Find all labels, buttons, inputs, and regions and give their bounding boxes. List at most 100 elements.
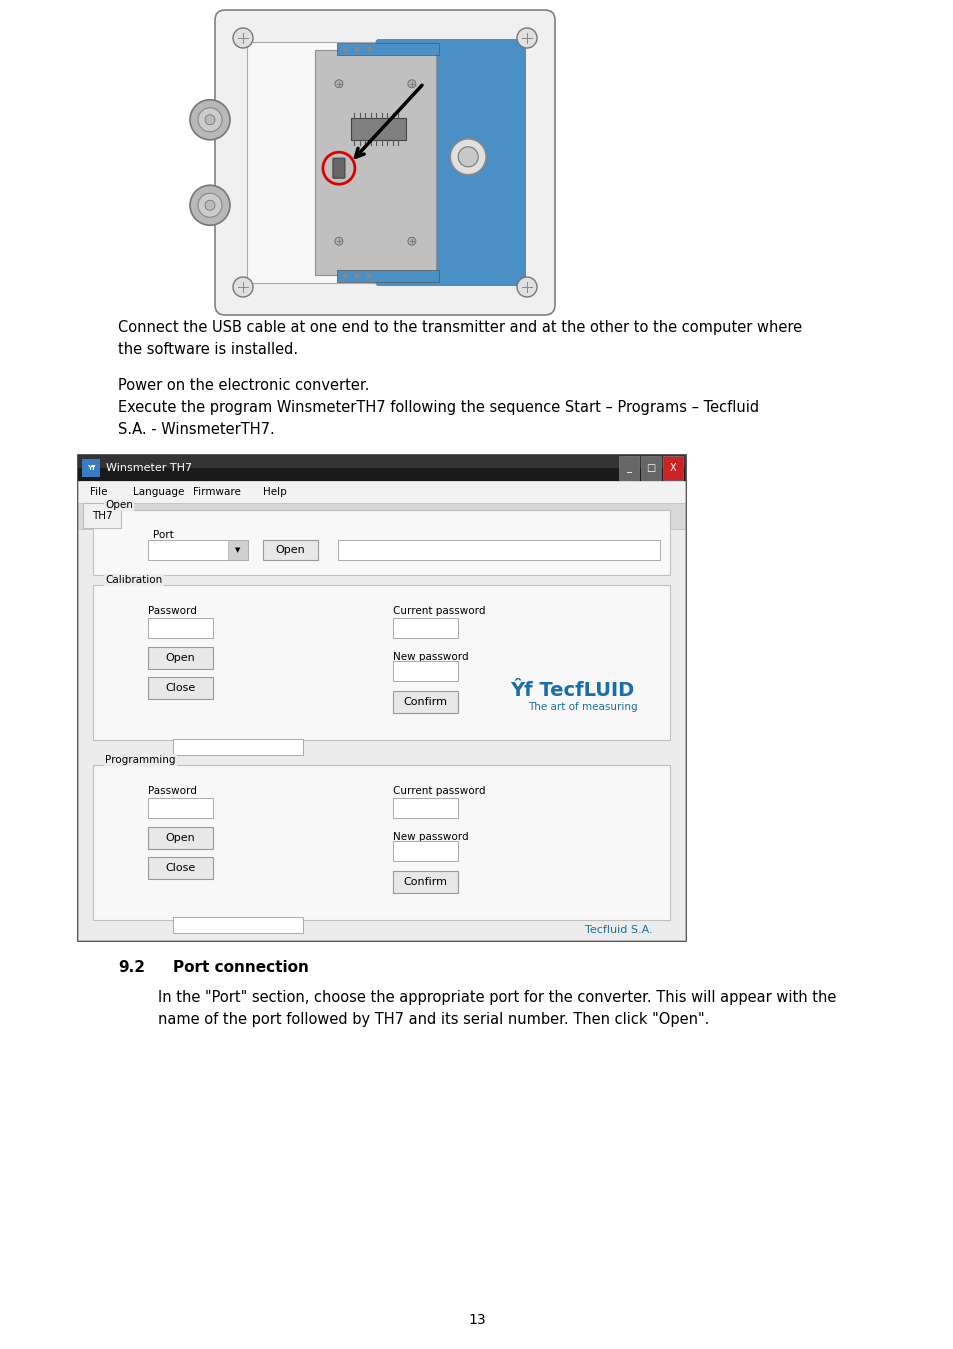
Bar	[393, 840, 457, 861]
Bar	[228, 540, 248, 560]
Text: New password: New password	[393, 832, 468, 842]
Bar	[78, 455, 684, 468]
Text: In the "Port" section, choose the appropriate port for the converter. This will : In the "Port" section, choose the approp…	[158, 990, 836, 1027]
Text: Language: Language	[132, 487, 184, 496]
FancyBboxPatch shape	[333, 158, 345, 178]
Text: Confirm: Confirm	[403, 877, 447, 888]
Text: The art of measuring: The art of measuring	[527, 701, 637, 712]
Text: Ŷf TecfLUID: Ŷf TecfLUID	[510, 680, 634, 700]
Bar	[640, 456, 660, 480]
Circle shape	[190, 185, 230, 225]
Circle shape	[408, 237, 416, 246]
Circle shape	[335, 237, 342, 246]
Text: Port: Port	[152, 530, 173, 540]
Text: Port connection: Port connection	[172, 960, 309, 975]
Text: Open: Open	[166, 653, 195, 662]
FancyBboxPatch shape	[148, 827, 213, 849]
Text: Password: Password	[148, 786, 196, 796]
Text: Programming: Programming	[105, 755, 175, 765]
Bar	[78, 455, 684, 940]
Circle shape	[205, 200, 214, 210]
Text: Confirm: Confirm	[403, 697, 447, 707]
Text: Open: Open	[105, 500, 132, 510]
Circle shape	[457, 147, 477, 167]
Circle shape	[366, 46, 371, 51]
Text: Open: Open	[275, 545, 305, 554]
Bar	[393, 799, 457, 817]
Text: TH7: TH7	[91, 511, 112, 521]
Text: Password: Password	[148, 606, 196, 616]
Circle shape	[190, 100, 230, 140]
Bar	[148, 540, 248, 560]
Bar	[82, 459, 100, 478]
Bar	[92, 510, 669, 575]
Text: Power on the electronic converter.: Power on the electronic converter.	[118, 378, 369, 393]
Text: Winsmeter TH7: Winsmeter TH7	[106, 463, 192, 473]
Circle shape	[366, 274, 371, 278]
Circle shape	[233, 277, 253, 297]
Circle shape	[342, 46, 347, 51]
Bar	[92, 765, 669, 920]
FancyBboxPatch shape	[214, 9, 555, 316]
Bar	[172, 739, 303, 755]
Circle shape	[335, 80, 342, 88]
Text: Firmware: Firmware	[193, 487, 240, 496]
Bar	[92, 585, 669, 741]
Bar	[172, 917, 303, 934]
FancyBboxPatch shape	[148, 857, 213, 880]
Text: Close: Close	[165, 683, 195, 693]
Bar	[336, 43, 439, 55]
Text: 13: 13	[468, 1313, 485, 1327]
Circle shape	[233, 28, 253, 49]
Text: Calibration: Calibration	[105, 575, 162, 585]
Bar	[148, 618, 213, 638]
Circle shape	[198, 108, 222, 132]
Bar	[148, 799, 213, 817]
Text: _: _	[626, 463, 631, 473]
Bar	[314, 50, 436, 275]
Circle shape	[355, 274, 359, 278]
FancyBboxPatch shape	[393, 871, 457, 893]
Bar	[247, 42, 522, 283]
FancyBboxPatch shape	[393, 691, 457, 714]
Bar	[78, 529, 684, 940]
Circle shape	[355, 46, 359, 51]
Text: □: □	[646, 463, 655, 473]
Text: Tecfluid S.A.: Tecfluid S.A.	[584, 925, 652, 935]
Circle shape	[342, 274, 347, 278]
FancyBboxPatch shape	[83, 503, 121, 527]
Bar	[78, 503, 684, 529]
Text: 9.2: 9.2	[118, 960, 145, 975]
Text: New password: New password	[393, 652, 468, 662]
Text: Connect the USB cable at one end to the transmitter and at the other to the comp: Connect the USB cable at one end to the …	[118, 320, 801, 357]
Text: X: X	[669, 463, 676, 473]
Bar	[393, 661, 457, 681]
Bar	[78, 455, 684, 482]
Circle shape	[517, 277, 537, 297]
FancyBboxPatch shape	[148, 648, 213, 669]
Text: Help: Help	[263, 487, 287, 496]
Circle shape	[205, 115, 214, 124]
Circle shape	[517, 28, 537, 49]
Text: Execute the program WinsmeterTH7 following the sequence Start – Programs – Tecfl: Execute the program WinsmeterTH7 followi…	[118, 401, 759, 437]
Bar	[618, 456, 639, 480]
Circle shape	[198, 193, 222, 217]
Bar	[351, 117, 406, 140]
Text: Current password: Current password	[393, 786, 485, 796]
Circle shape	[408, 80, 416, 88]
Text: File: File	[90, 487, 108, 496]
FancyBboxPatch shape	[263, 540, 317, 560]
Bar	[78, 482, 684, 503]
Text: Close: Close	[165, 863, 195, 873]
Text: Current password: Current password	[393, 606, 485, 616]
Text: Yf: Yf	[87, 465, 95, 471]
Bar	[337, 540, 659, 560]
Bar	[393, 618, 457, 638]
Circle shape	[450, 139, 486, 175]
Text: ▼: ▼	[235, 546, 240, 553]
Text: Open: Open	[166, 832, 195, 843]
Bar	[336, 270, 439, 282]
FancyBboxPatch shape	[148, 677, 213, 699]
Bar	[662, 456, 682, 480]
FancyBboxPatch shape	[375, 39, 525, 286]
